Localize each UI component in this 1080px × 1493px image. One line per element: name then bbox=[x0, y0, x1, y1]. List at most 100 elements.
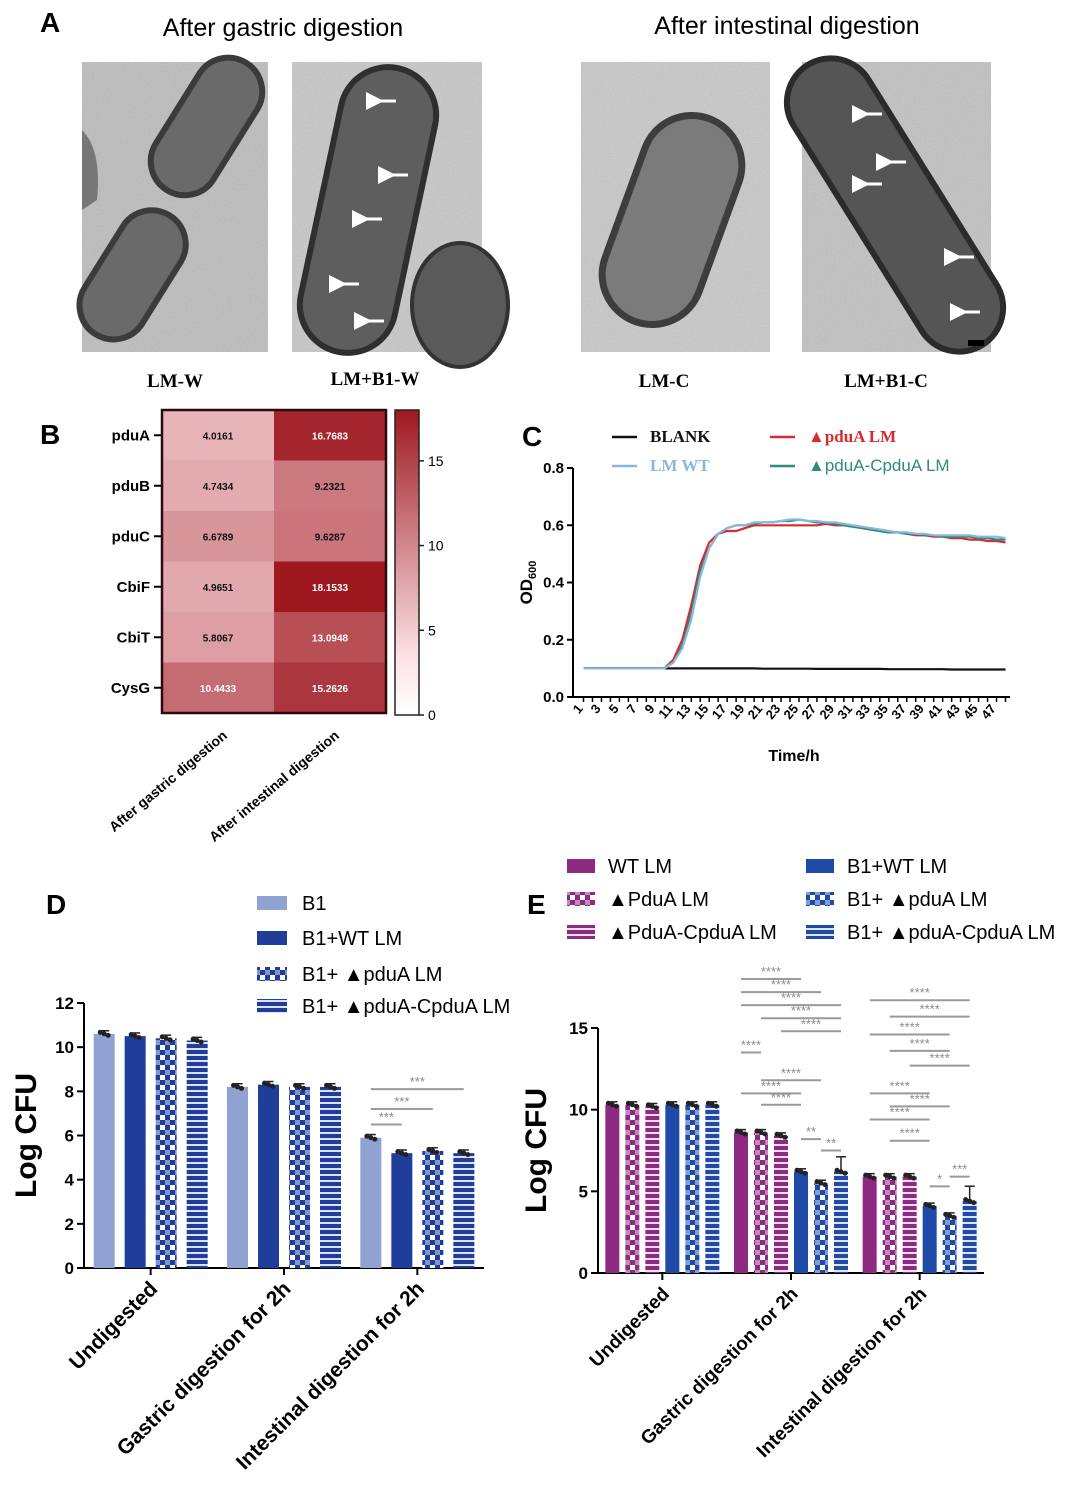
significance-label: **** bbox=[920, 1002, 940, 1017]
legend-label: B1+WT LM bbox=[302, 928, 402, 950]
data-point bbox=[762, 1131, 768, 1137]
heatmap-row-label: pduA bbox=[112, 427, 150, 444]
data-point bbox=[774, 1131, 780, 1137]
significance-label: **** bbox=[791, 1003, 811, 1018]
data-point bbox=[863, 1172, 869, 1178]
data-point bbox=[332, 1085, 337, 1091]
heatmap-cell-label: 15.2626 bbox=[312, 684, 349, 695]
heatmap-cell bbox=[274, 662, 386, 713]
significance-label: **** bbox=[801, 1016, 821, 1031]
legend-label: ▲PduA LM bbox=[608, 889, 709, 911]
data-point bbox=[834, 1167, 840, 1173]
legend-swatch bbox=[257, 999, 287, 1013]
panel-a: A After gastric digestion After intestin… bbox=[40, 7, 1007, 392]
data-point bbox=[167, 1037, 173, 1043]
significance-label: **** bbox=[930, 1051, 950, 1066]
significance-label: **** bbox=[900, 1126, 920, 1141]
arrow-markers-2 bbox=[852, 105, 980, 321]
image-label-lm-w: LM-W bbox=[147, 371, 203, 392]
x-tick-label: 3 bbox=[588, 701, 604, 716]
data-point bbox=[128, 1032, 134, 1038]
data-point bbox=[713, 1103, 719, 1109]
bar bbox=[289, 1086, 310, 1268]
legend-label: ▲PduA-CpduA LM bbox=[608, 922, 777, 944]
x-tick-label: 47 bbox=[978, 701, 999, 722]
significance-label: ** bbox=[806, 1124, 816, 1139]
y-tick-label: 0 bbox=[579, 1264, 588, 1283]
bar bbox=[186, 1040, 208, 1268]
bar bbox=[902, 1176, 917, 1273]
x-tick-label: 9 bbox=[641, 701, 657, 716]
bar bbox=[453, 1153, 475, 1268]
legend-label: B1+ ▲pduA LM bbox=[302, 964, 442, 986]
data-point bbox=[132, 1033, 138, 1039]
heatmap-row-label: pduC bbox=[112, 528, 150, 545]
bar bbox=[754, 1132, 768, 1273]
data-point bbox=[754, 1128, 760, 1134]
y-tick-label: 15 bbox=[569, 1019, 588, 1038]
colorbar-tick-label: 15 bbox=[428, 453, 444, 469]
significance-label: *** bbox=[410, 1074, 425, 1089]
data-point bbox=[368, 1135, 374, 1141]
data-point bbox=[927, 1203, 933, 1209]
heatmap-column-label: After intestinal digestion bbox=[206, 727, 342, 845]
heading-intestinal: After intestinal digestion bbox=[654, 12, 919, 40]
significance-label: **** bbox=[741, 1038, 761, 1053]
heading-gastric: After gastric digestion bbox=[163, 14, 403, 42]
data-point bbox=[782, 1134, 788, 1140]
bar bbox=[124, 1036, 146, 1268]
data-point bbox=[629, 1102, 635, 1108]
legend-label: B1+ ▲pduA-CpduA LM bbox=[302, 996, 510, 1018]
colorbar bbox=[394, 409, 420, 716]
data-point bbox=[838, 1169, 844, 1175]
colorbar-tick-label: 0 bbox=[428, 707, 436, 723]
data-point bbox=[465, 1152, 471, 1158]
y-tick-label: 0.2 bbox=[543, 632, 564, 649]
y-tick-label: 0 bbox=[65, 1259, 74, 1278]
data-point bbox=[705, 1100, 711, 1106]
data-point bbox=[665, 1100, 671, 1106]
legend-swatch bbox=[806, 859, 834, 873]
data-point bbox=[871, 1175, 877, 1181]
y-axis-label: Log CFU bbox=[520, 1088, 553, 1213]
heatmap-cell-label: 9.2321 bbox=[315, 482, 346, 493]
heatmap-cell-label: 4.0161 bbox=[203, 431, 234, 442]
data-point bbox=[673, 1103, 679, 1109]
y-tick-label: 0.4 bbox=[543, 575, 565, 592]
heatmap-cell-label: 4.9651 bbox=[203, 583, 234, 594]
x-category-label: Undigested bbox=[586, 1284, 674, 1372]
bar bbox=[93, 1033, 115, 1268]
y-tick-label: 10 bbox=[55, 1038, 74, 1057]
data-point bbox=[609, 1102, 615, 1108]
heatmap-cell-label: 18.1533 bbox=[312, 583, 349, 594]
data-point bbox=[685, 1100, 691, 1106]
panel-b: B pduA 4.0161 16.7683 pduB 4.7434 9.2321 pduC 6… bbox=[40, 408, 444, 845]
data-point bbox=[911, 1175, 917, 1181]
y-tick-label: 4 bbox=[65, 1171, 75, 1190]
heatmap-cell bbox=[162, 561, 274, 612]
bar bbox=[258, 1084, 279, 1268]
significance-label: **** bbox=[761, 1078, 781, 1093]
heatmap-cell bbox=[162, 460, 274, 511]
heatmap-cell-label: 16.7683 bbox=[312, 431, 349, 442]
significance-label: **** bbox=[900, 1020, 920, 1035]
bar bbox=[227, 1086, 248, 1268]
data-point bbox=[633, 1103, 639, 1109]
x-axis-label: Time/h bbox=[768, 748, 819, 765]
data-point bbox=[778, 1133, 784, 1139]
data-point bbox=[434, 1149, 440, 1155]
heatmap-cell-label: 10.4433 bbox=[200, 684, 237, 695]
bar bbox=[665, 1104, 680, 1273]
bar bbox=[774, 1135, 788, 1273]
data-point bbox=[324, 1082, 329, 1088]
bar bbox=[705, 1104, 720, 1273]
data-point bbox=[891, 1175, 897, 1181]
x-tick-label: 1 bbox=[570, 701, 586, 716]
data-point bbox=[693, 1103, 699, 1109]
bar bbox=[155, 1038, 177, 1268]
significance-label: *** bbox=[379, 1109, 394, 1124]
x-tick-label: 7 bbox=[624, 701, 640, 716]
bar bbox=[734, 1132, 748, 1273]
data-point bbox=[943, 1211, 949, 1217]
